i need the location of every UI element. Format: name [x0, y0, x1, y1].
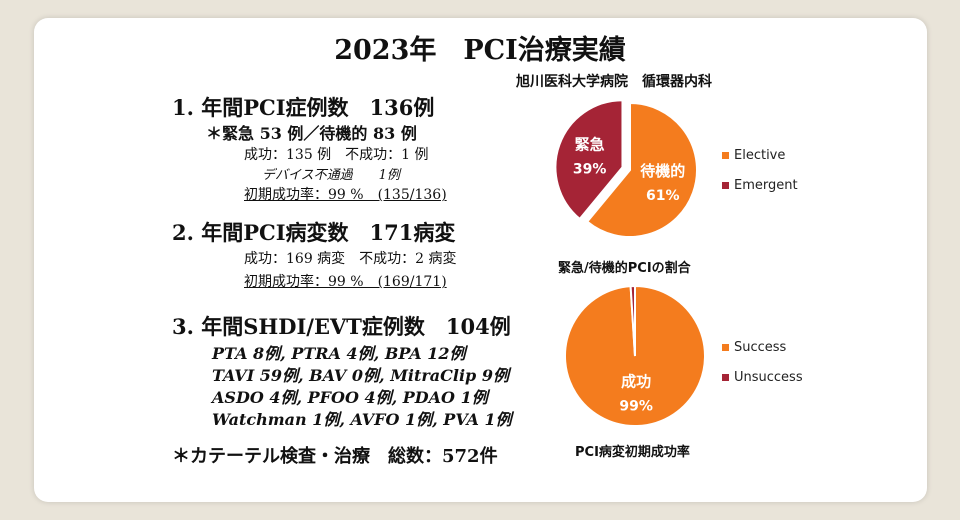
chart2-title: PCI病変初期成功率: [575, 445, 690, 460]
slice-percent-label: 61%: [646, 188, 680, 204]
section3-line: Watchman 1例, AVFO 1例, PVA 1例: [212, 410, 512, 429]
section1-rate: 初期成功率：99 % (135/136): [244, 187, 447, 203]
section1-heading: 1. 年間PCI症例数 136例: [172, 95, 435, 120]
section1-sub: ＊緊急 53 例／待機的 83 例: [206, 124, 417, 143]
slice-label: 成功: [621, 372, 651, 390]
slide-card: [34, 18, 927, 502]
legend-swatch: [722, 182, 729, 189]
slide-title: 2023年 PCI治療実績: [334, 35, 626, 66]
pie-slice-unsuccess: [629, 284, 636, 357]
slice-label: 待機的: [640, 162, 685, 180]
slice-percent-label: 39%: [573, 161, 607, 177]
chart1-title: 緊急/待機的PCIの割合: [558, 261, 691, 276]
hospital-label: 旭川医科大学病院 循環器内科: [516, 74, 712, 90]
section2-result: 成功：169 病変 不成功：2 病変: [244, 251, 457, 267]
legend-label: Emergent: [734, 178, 798, 193]
legend-swatch: [722, 152, 729, 159]
section2-heading: 2. 年間PCI病変数 171病変: [172, 220, 456, 245]
pie-chart-emergent-elective: 待機的 61% 緊急 39% Elective Emergent: [554, 99, 798, 238]
pie-slice-emergent: [554, 99, 624, 221]
slice-percent-label: 99%: [619, 398, 653, 414]
section3-line: ASDO 4例, PFOO 4例, PDAO 1例: [212, 388, 488, 407]
section3-heading: 3. 年間SHDI/EVT症例数 104例: [172, 314, 511, 339]
legend-label: Elective: [734, 148, 785, 163]
footer-total: ＊カテーテル検査・治療 総数：572件: [172, 446, 498, 467]
section3-line: PTA 8例, PTRA 4例, BPA 12例: [212, 344, 466, 363]
legend-label: Unsuccess: [734, 370, 803, 385]
section2-rate: 初期成功率：99 % (169/171): [244, 274, 447, 290]
pie-slice-elective: [585, 101, 698, 238]
legend-label: Success: [734, 340, 787, 355]
legend-swatch: [722, 374, 729, 381]
section1-result: 成功：135 例 不成功：1 例: [244, 147, 429, 163]
slice-label: 緊急: [575, 135, 605, 153]
pie-chart-success-rate: 成功 99% Success Unsuccess: [564, 284, 803, 427]
section1-note: デバイス不通過 1例: [262, 168, 400, 183]
section3-line: TAVI 59例, BAV 0例, MitraClip 9例: [212, 366, 509, 385]
legend-swatch: [722, 344, 729, 351]
